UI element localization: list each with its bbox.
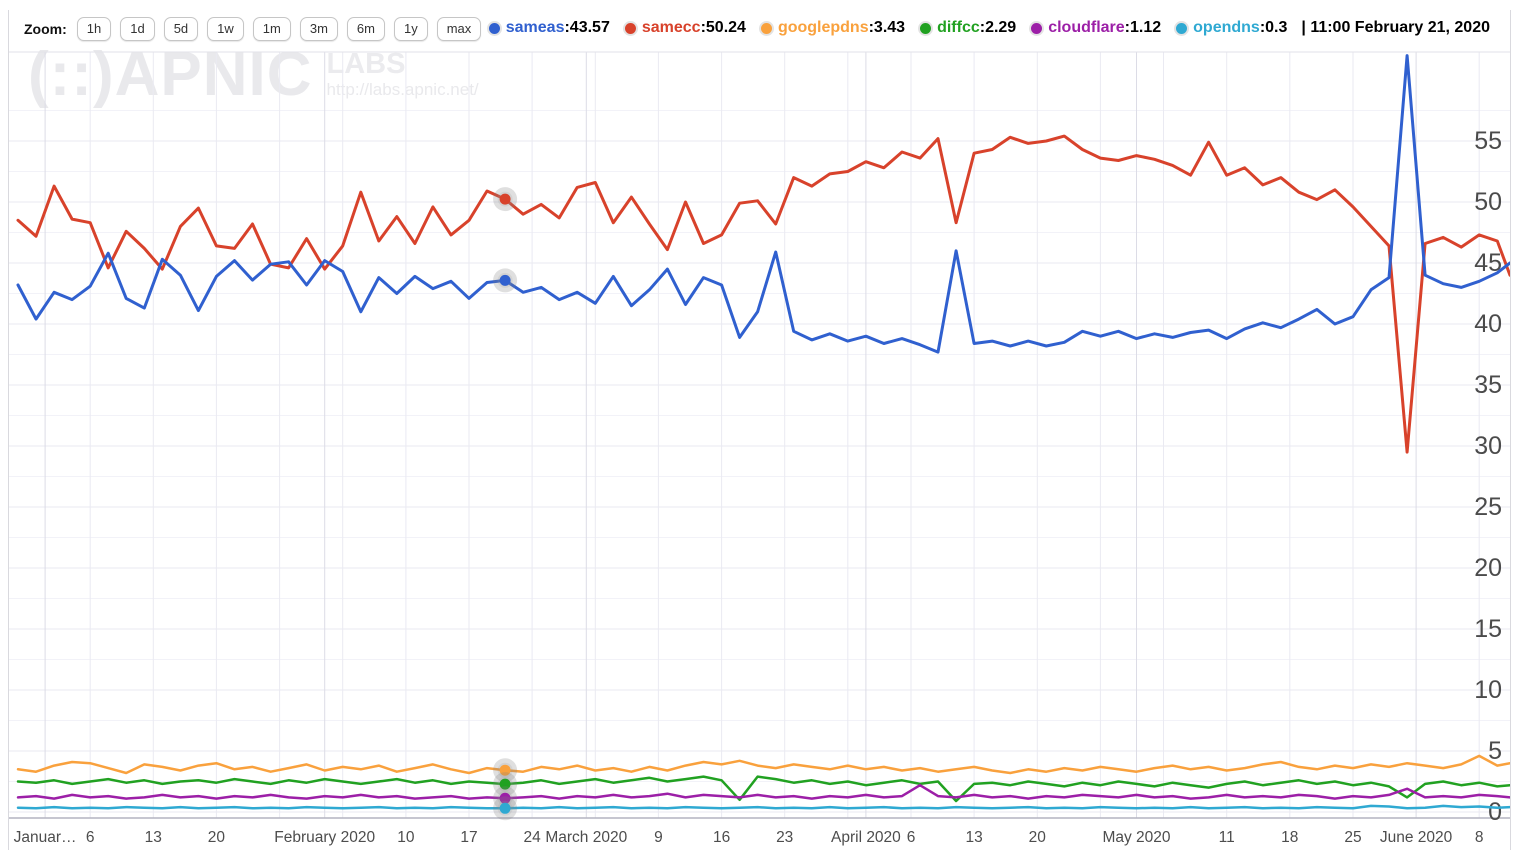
svg-text:35: 35: [1474, 371, 1502, 399]
svg-text:February 2020: February 2020: [274, 829, 375, 846]
legend-item-diffcc: diffcc : 2.29: [920, 19, 1016, 37]
gridlines-vertical: [44, 52, 1480, 818]
zoom-button-1d[interactable]: 1d: [120, 17, 155, 41]
svg-text:17: 17: [460, 829, 477, 846]
svg-text:June 2020: June 2020: [1380, 829, 1453, 846]
hover-timestamp: | 11:00 February 21, 2020: [1301, 19, 1490, 36]
svg-text:30: 30: [1474, 432, 1502, 460]
apnic-watermark: (::)APNIC LABS http://labs.apnic.net/: [28, 40, 479, 109]
svg-text:25: 25: [1344, 829, 1361, 846]
svg-text:6: 6: [907, 829, 916, 846]
opendns-marker-icon: [1176, 22, 1188, 34]
zoom-button-max[interactable]: max: [436, 17, 482, 41]
container-border-left: [8, 10, 9, 850]
svg-text:55: 55: [1474, 127, 1502, 155]
svg-text:24: 24: [523, 829, 541, 846]
legend-item-cloudflare: cloudflare : 1.12: [1031, 19, 1161, 37]
svg-text:23: 23: [776, 829, 793, 846]
zoom-button-1w[interactable]: 1w: [207, 17, 244, 41]
zoom-button-1m[interactable]: 1m: [252, 17, 291, 41]
svg-text:25: 25: [1474, 493, 1502, 521]
series-sameas: [16, 54, 1510, 354]
svg-text:18: 18: [1281, 829, 1298, 846]
series-samecc: [16, 134, 1510, 454]
zoom-button-5d[interactable]: 5d: [163, 17, 199, 41]
svg-text:10: 10: [1474, 676, 1502, 704]
series-googlepdns: [16, 754, 1510, 775]
gridlines-horizontal-major: [9, 140, 1510, 813]
legend-item-opendns: opendns : 0.3: [1176, 19, 1287, 37]
svg-text:50: 50: [1474, 188, 1502, 216]
x-axis-labels: Januar… 6 13 20 February 2020 10 17 24 March 202…: [14, 829, 1484, 846]
svg-text:6: 6: [86, 829, 95, 846]
diffcc-marker-icon: [920, 22, 932, 34]
legend-item-sameas: sameas : 43.57: [488, 19, 610, 37]
svg-text:13: 13: [145, 829, 162, 846]
svg-text:40: 40: [1474, 310, 1502, 338]
series-opendns: [16, 804, 1510, 810]
zoom-label: Zoom:: [24, 21, 67, 37]
hover-marker-sameas: [499, 274, 511, 286]
svg-text:20: 20: [208, 829, 226, 846]
svg-text:20: 20: [1029, 829, 1047, 846]
svg-text:0: 0: [1488, 798, 1502, 826]
cloudflare-marker-icon: [1031, 22, 1043, 34]
series-diffcc: [16, 775, 1510, 803]
svg-text:9: 9: [654, 829, 663, 846]
svg-text:20: 20: [1474, 554, 1502, 582]
series-cloudflare: [16, 783, 1510, 800]
svg-text:March 2020: March 2020: [545, 829, 627, 846]
svg-text:Januar…: Januar…: [14, 829, 77, 846]
svg-text:May 2020: May 2020: [1102, 829, 1170, 846]
zoom-button-6m[interactable]: 6m: [346, 17, 385, 41]
container-border-right: [1510, 10, 1511, 850]
zoom-toolbar: Zoom: 1h 1d 5d 1w 1m 3m 6m 1y max: [24, 17, 490, 41]
legend-item-googlepdns: googlepdns : 3.43: [760, 19, 905, 37]
zoom-button-1h[interactable]: 1h: [76, 17, 112, 41]
hover-markers: [493, 187, 518, 821]
hover-marker-diffcc: [499, 778, 511, 790]
hover-marker-opendns: [499, 802, 511, 814]
svg-text:16: 16: [713, 829, 730, 846]
apnic-labs-url: http://labs.apnic.net/: [326, 80, 479, 99]
svg-text:15: 15: [1474, 615, 1502, 643]
gridlines-horizontal-minor: [9, 110, 1510, 782]
apnic-labs-label: LABS: [326, 48, 406, 80]
svg-text:April 2020: April 2020: [831, 829, 901, 846]
hover-marker-cloudflare: [499, 792, 511, 804]
hover-legend: sameas : 43.57 samecc : 50.24 googlepdns…: [488, 19, 1490, 37]
zoom-button-1y[interactable]: 1y: [393, 17, 428, 41]
zoom-button-3m[interactable]: 3m: [299, 17, 338, 41]
svg-text:5: 5: [1488, 737, 1502, 765]
samecc-marker-icon: [624, 22, 636, 34]
hover-marker-samecc: [499, 193, 511, 205]
hover-marker-googlepdns: [499, 764, 511, 776]
svg-text:10: 10: [397, 829, 415, 846]
svg-text:8: 8: [1475, 829, 1484, 846]
sameas-marker-icon: [488, 22, 500, 34]
apnic-logo-icon: (::)APNIC: [28, 40, 313, 109]
googlepdns-marker-icon: [760, 22, 772, 34]
svg-text:11: 11: [1219, 829, 1235, 846]
legend-item-samecc: samecc : 50.24: [624, 19, 746, 37]
svg-text:13: 13: [965, 829, 982, 846]
